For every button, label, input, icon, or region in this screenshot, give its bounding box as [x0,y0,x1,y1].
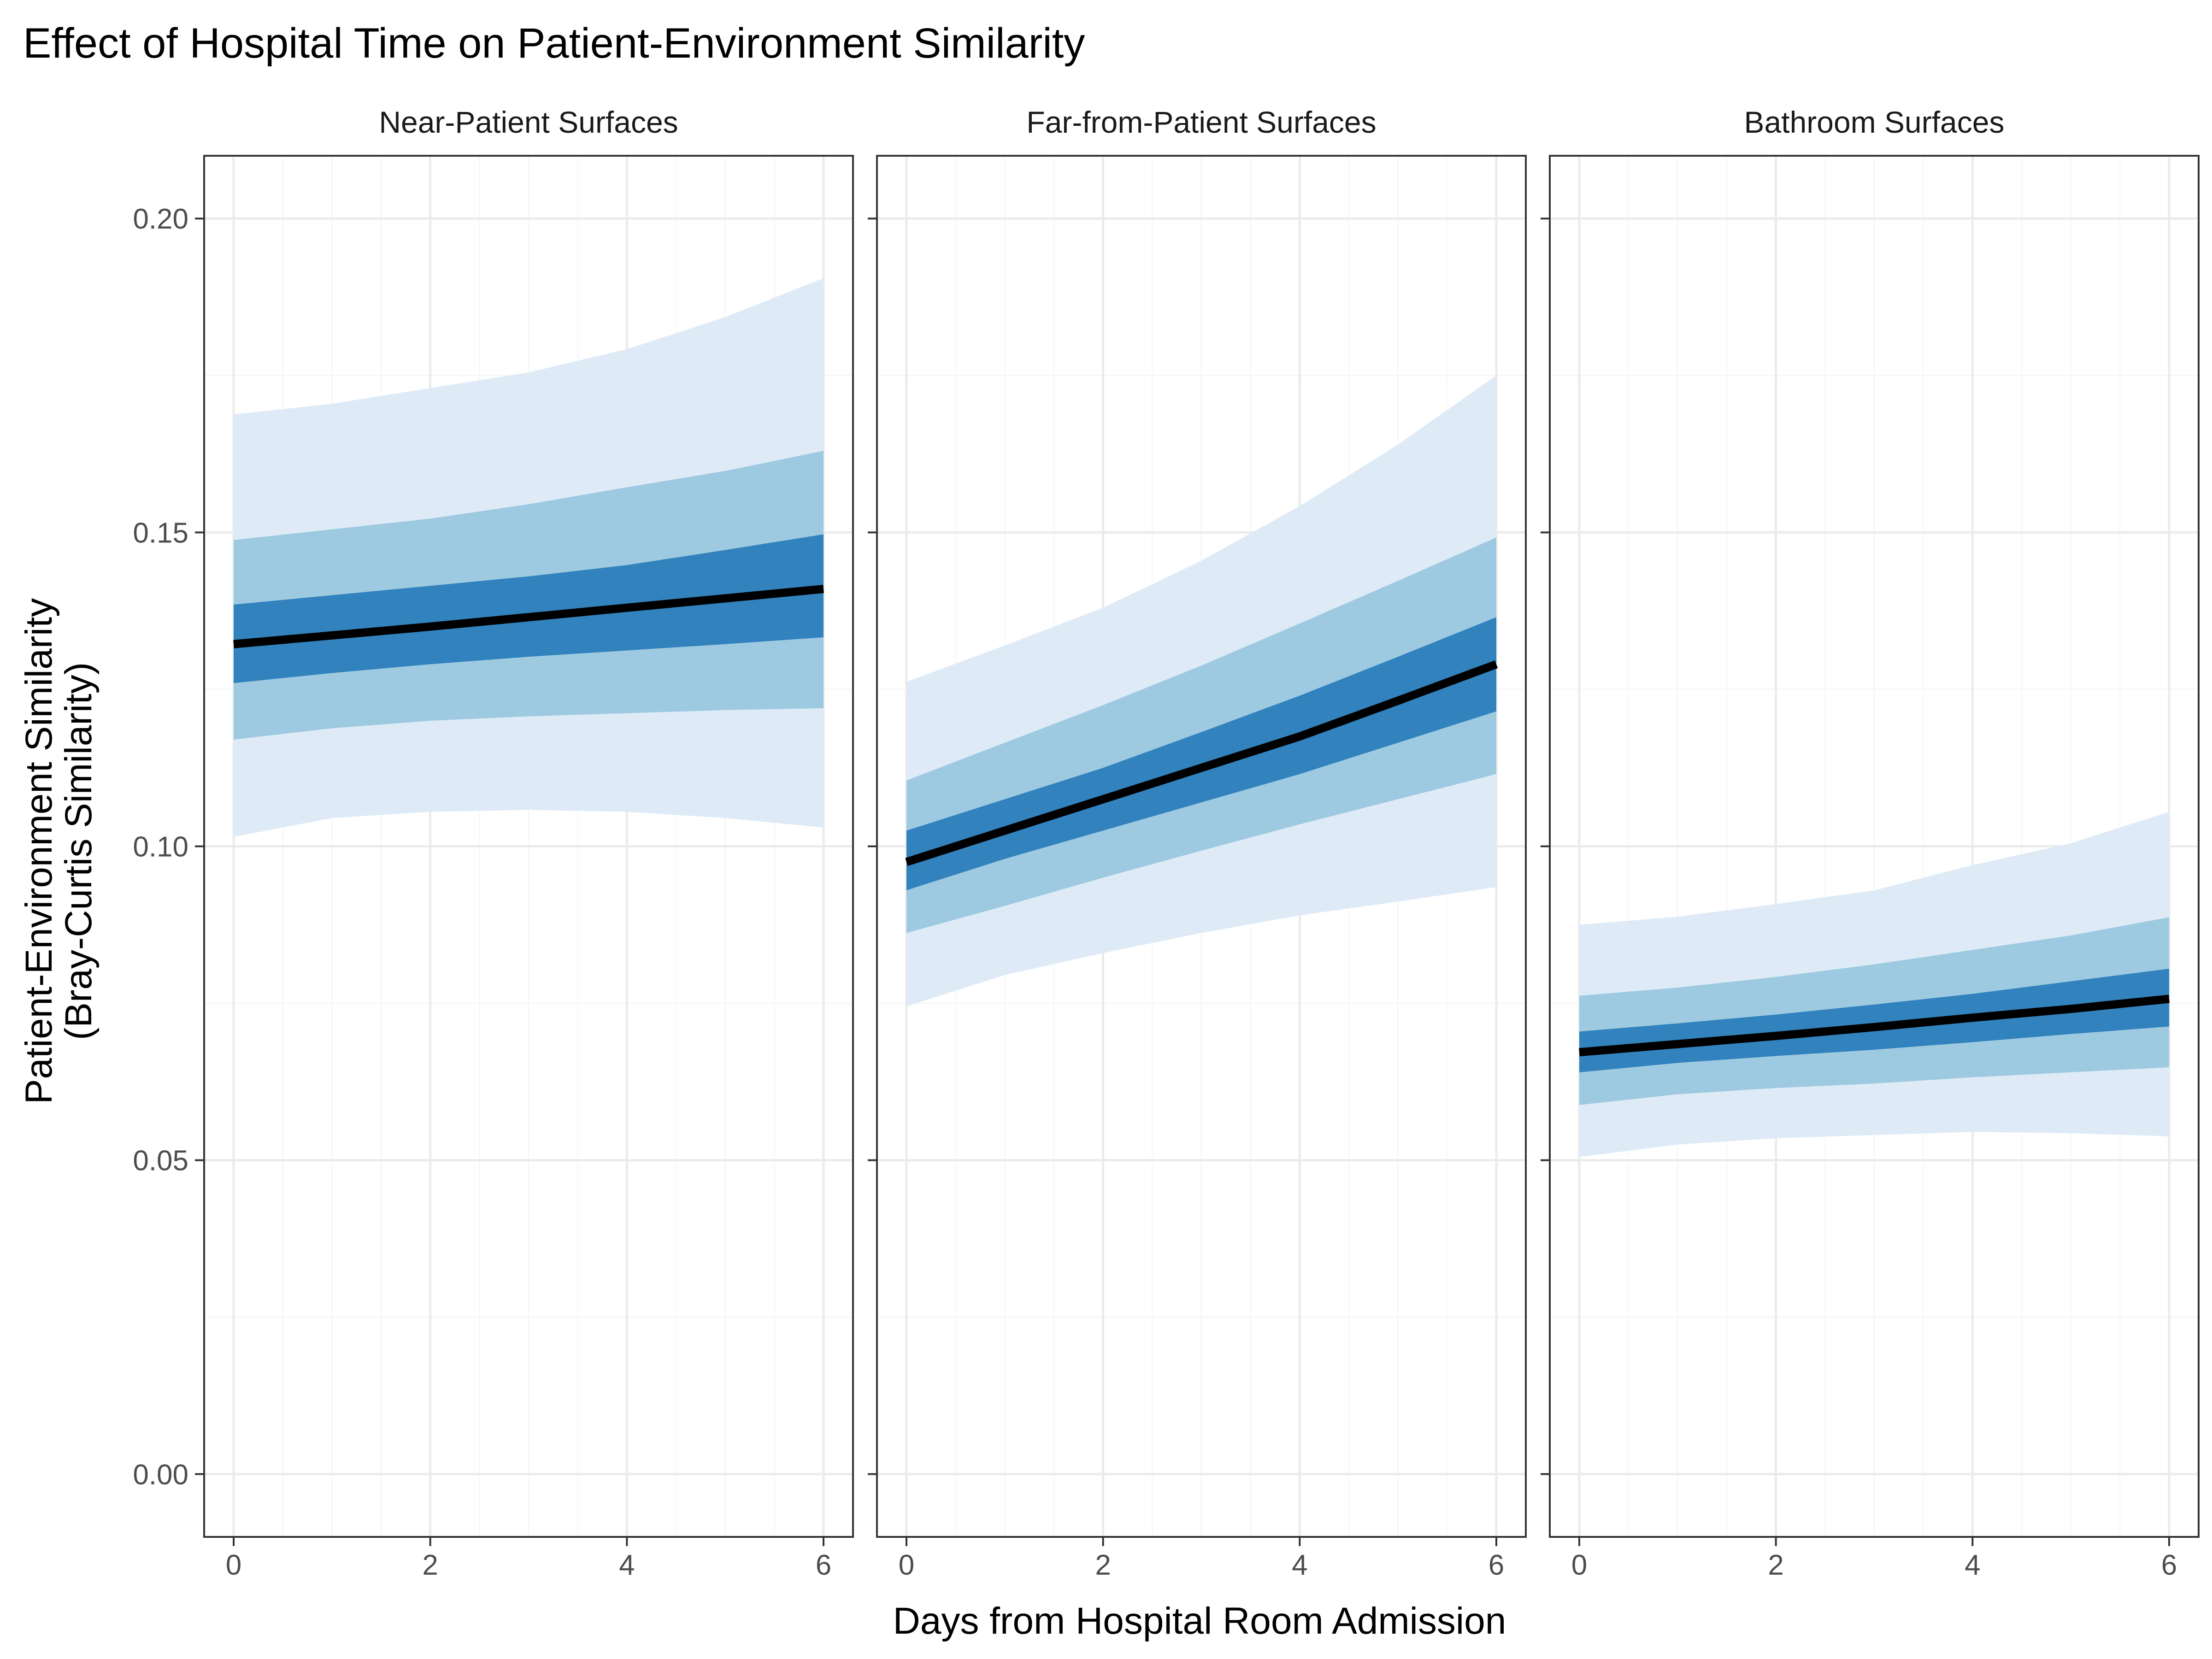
x-tick-label: 4 [1965,1549,1980,1581]
fit-line [233,585,824,648]
x-axis-title: Days from Hospital Room Admission [893,1600,1506,1642]
y-axis-title-line-2: (Bray-Curtis Similarity) [58,662,100,1040]
fit-line [1579,994,2170,1057]
chart-title: Effect of Hospital Time on Patient-Envir… [23,20,1085,67]
strip-label-far-from-patient-surfaces: Far-from-Patient Surfaces [1026,105,1376,139]
panel-bathroom-surfaces: Bathroom Surfaces 0 2 4 6 [1541,105,2200,1581]
facet-panels: Near-Patient Surfaces 0 2 4 6 0.00 0.05 0.10 0.1… [133,105,2200,1581]
panel-far-from-patient-surfaces: Far-from-Patient Surfaces 0 2 4 6 [868,105,1527,1581]
y-tick-label: 0.15 [133,517,188,549]
y-tick-label: 0.10 [133,831,188,863]
strip-label-bathroom-surfaces: Bathroom Surfaces [1744,105,2005,139]
y-tick-label: 0.00 [133,1459,188,1491]
x-tick-label: 2 [1095,1549,1111,1581]
y-tick-label: 0.20 [133,203,188,235]
x-tick-label: 6 [816,1549,831,1581]
x-tick-label: 4 [1292,1549,1307,1581]
strip-label-near-patient-surfaces: Near-Patient Surfaces [379,105,678,139]
y-axis-title: Patient-Environment Similarity (Bray-Cur… [18,598,100,1104]
x-tick-label: 0 [899,1549,914,1581]
x-tick-label: 2 [1768,1549,1783,1581]
y-tick-label: 0.05 [133,1145,188,1177]
x-tick-label: 0 [1571,1549,1587,1581]
panel-near-patient-surfaces: Near-Patient Surfaces 0 2 4 6 0.00 0.05 0.10 0.1… [133,105,854,1581]
fit-line [905,660,1498,866]
x-tick-label: 6 [2161,1549,2177,1581]
inner-interval-band [234,534,824,683]
x-tick-label: 2 [422,1549,438,1581]
x-tick-label: 0 [226,1549,241,1581]
y-axis-title-line-1: Patient-Environment Similarity [18,598,60,1104]
inner-interval-band [906,617,1496,890]
x-tick-label: 6 [1488,1549,1504,1581]
x-tick-label: 4 [619,1549,635,1581]
inner-interval-band [1579,969,2169,1072]
